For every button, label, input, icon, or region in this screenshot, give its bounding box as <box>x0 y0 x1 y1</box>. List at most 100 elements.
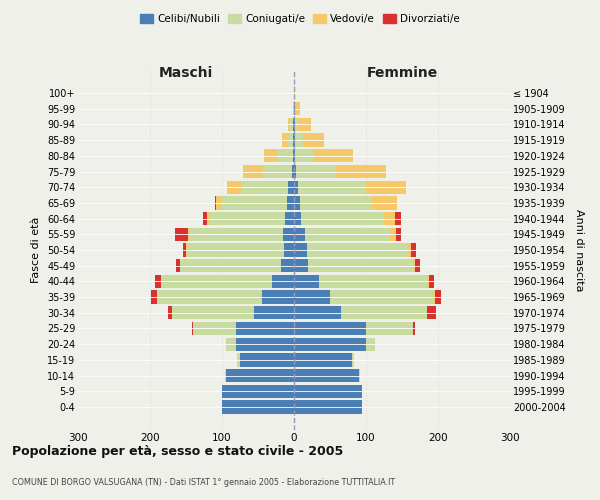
Bar <box>294 134 295 147</box>
Bar <box>330 290 434 304</box>
Bar <box>294 180 298 194</box>
Bar <box>294 86 295 100</box>
Bar <box>427 274 428 288</box>
Bar <box>263 165 292 178</box>
Bar <box>410 244 416 256</box>
Bar <box>413 322 415 335</box>
Bar <box>210 212 286 226</box>
Text: Femmine: Femmine <box>367 66 437 80</box>
Bar <box>295 102 300 116</box>
Bar <box>262 290 294 304</box>
Bar <box>307 244 408 256</box>
Bar <box>292 165 294 178</box>
Bar <box>313 149 353 162</box>
Text: COMUNE DI BORGO VALSUGANA (TN) - Dati ISTAT 1° gennaio 2005 - Elaborazione TUTTI: COMUNE DI BORGO VALSUGANA (TN) - Dati IS… <box>12 478 395 487</box>
Bar <box>296 165 336 178</box>
Bar <box>188 228 190 241</box>
Bar <box>161 274 272 288</box>
Text: Maschi: Maschi <box>159 66 213 80</box>
Bar <box>294 353 352 366</box>
Bar <box>193 322 236 335</box>
Bar <box>294 118 295 131</box>
Bar <box>295 118 298 131</box>
Bar <box>294 369 359 382</box>
Bar <box>187 244 284 256</box>
Bar <box>254 306 294 320</box>
Bar <box>277 149 293 162</box>
Bar <box>243 165 263 178</box>
Bar <box>294 165 296 178</box>
Legend: Celibi/Nubili, Coniugati/e, Vedovi/e, Divorziati/e: Celibi/Nubili, Coniugati/e, Vedovi/e, Di… <box>136 10 464 29</box>
Bar <box>226 369 294 382</box>
Bar <box>190 228 283 241</box>
Bar <box>294 274 319 288</box>
Bar <box>390 228 395 241</box>
Y-axis label: Fasce di età: Fasce di età <box>31 217 41 283</box>
Bar <box>295 134 302 147</box>
Bar <box>286 212 294 226</box>
Bar <box>435 290 441 304</box>
Bar <box>294 338 366 351</box>
Bar <box>287 196 294 209</box>
Bar <box>281 259 294 272</box>
Bar <box>294 384 362 398</box>
Bar <box>168 306 172 320</box>
Bar <box>395 228 401 241</box>
Bar <box>283 228 294 241</box>
Bar <box>366 338 374 351</box>
Bar <box>282 134 287 147</box>
Bar <box>287 134 293 147</box>
Bar <box>293 149 294 162</box>
Bar <box>222 384 294 398</box>
Bar <box>428 274 434 288</box>
Bar <box>176 259 179 272</box>
Bar <box>287 118 290 131</box>
Bar <box>237 353 240 366</box>
Bar <box>186 244 187 256</box>
Bar <box>427 306 436 320</box>
Bar <box>294 290 330 304</box>
Bar <box>264 149 277 162</box>
Bar <box>298 118 311 131</box>
Bar <box>157 290 262 304</box>
Bar <box>272 274 294 288</box>
Bar <box>366 322 413 335</box>
Bar <box>294 102 295 116</box>
Bar <box>284 244 294 256</box>
Bar <box>175 228 188 241</box>
Bar <box>300 196 372 209</box>
Bar <box>294 228 305 241</box>
Bar <box>352 353 355 366</box>
Bar <box>372 196 397 209</box>
Bar <box>341 306 427 320</box>
Bar <box>294 259 308 272</box>
Bar <box>374 338 376 351</box>
Bar <box>225 369 226 382</box>
Bar <box>413 259 415 272</box>
Bar <box>308 259 413 272</box>
Bar <box>294 322 366 335</box>
Bar <box>240 353 294 366</box>
Bar <box>295 149 313 162</box>
Bar <box>183 244 186 256</box>
Bar <box>236 338 294 351</box>
Bar <box>203 212 207 226</box>
Bar <box>226 338 236 351</box>
Bar <box>434 290 435 304</box>
Bar <box>293 118 294 131</box>
Bar <box>179 259 180 272</box>
Bar <box>227 180 241 194</box>
Bar <box>294 244 307 256</box>
Bar <box>298 180 366 194</box>
Bar <box>222 400 294 413</box>
Bar <box>384 212 395 226</box>
Bar <box>290 118 293 131</box>
Bar <box>207 212 210 226</box>
Bar <box>294 196 300 209</box>
Bar <box>305 228 390 241</box>
Bar <box>293 134 294 147</box>
Bar <box>408 244 410 256</box>
Text: Popolazione per età, sesso e stato civile - 2005: Popolazione per età, sesso e stato civil… <box>12 445 343 458</box>
Bar <box>180 259 281 272</box>
Bar <box>294 149 295 162</box>
